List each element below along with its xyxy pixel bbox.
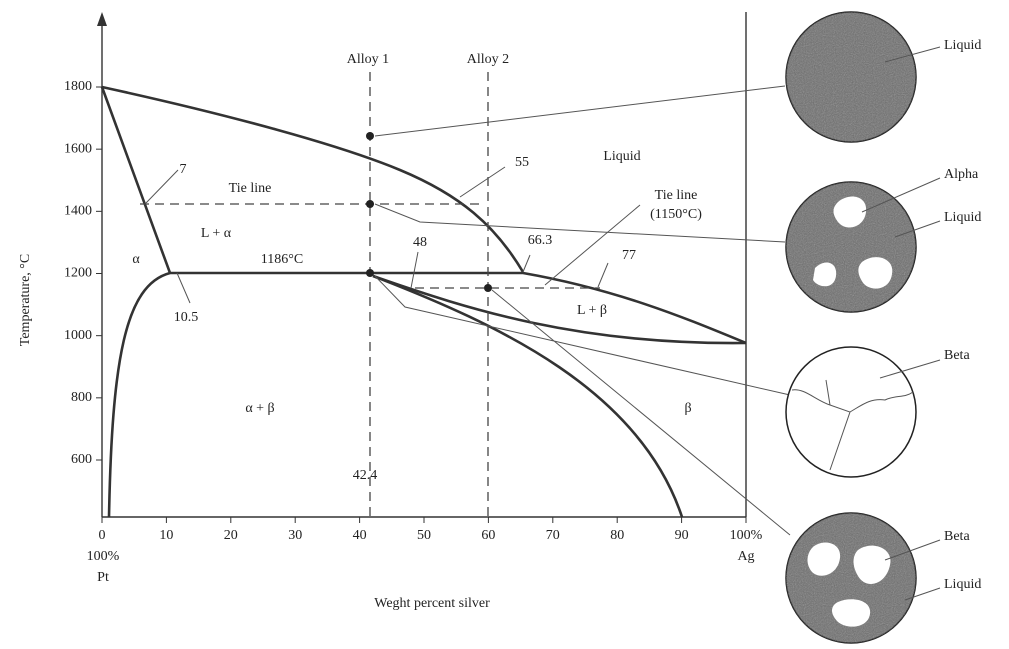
liquidus-beta (370, 273, 746, 343)
micrograph-label: Alpha (944, 167, 979, 182)
annotation: Tie line (655, 188, 698, 203)
y-tick-label: 1200 (64, 266, 92, 281)
x-tick-label: 20 (224, 528, 238, 543)
x-tick-label: 80 (610, 528, 624, 543)
micrograph-label: Beta (944, 348, 970, 363)
liquidus (102, 87, 523, 272)
axis-arrow (97, 12, 107, 26)
annotation: 66.3 (528, 233, 553, 248)
y-tick-label: 600 (71, 452, 92, 467)
x-tick-label: 100% (730, 528, 763, 543)
x-tick-label: 0 (99, 528, 106, 543)
x-tick-label: 70 (546, 528, 560, 543)
end-label: Ag (737, 549, 754, 564)
y-tick-label: 1800 (64, 79, 92, 94)
solidus-alpha (102, 87, 370, 273)
annotation: α + β (245, 401, 274, 416)
micrograph (786, 347, 916, 477)
solvus-alpha (109, 273, 170, 517)
annotation: 55 (515, 155, 529, 170)
texture (786, 12, 916, 142)
solvus-beta (373, 276, 682, 517)
y-tick-label: 1000 (64, 328, 92, 343)
x-tick-label: 30 (288, 528, 302, 543)
annotation: 77 (622, 248, 636, 263)
phase-diagram: 0 10 20 30 40 50 60 70 80 90 100% 600 800 1000 1200 140… (0, 0, 1009, 644)
annotation: β (684, 401, 691, 416)
point (484, 284, 492, 292)
annotation: 1186°C (261, 252, 303, 267)
y-label: Temperature, °C (18, 254, 33, 346)
x-tick-label: 90 (675, 528, 689, 543)
y-tick-label: 1600 (64, 141, 92, 156)
micrograph-label: Beta (944, 529, 970, 544)
y-tick-label: 800 (71, 390, 92, 405)
annotation: (1150°C) (650, 207, 702, 222)
end-label: Pt (97, 570, 109, 585)
x-label: Weght percent silver (374, 596, 490, 611)
x-tick-label: 50 (417, 528, 431, 543)
annotation: Tie line (229, 181, 272, 196)
micrograph-label: Liquid (944, 210, 981, 225)
point (366, 269, 374, 277)
annotation: Alloy 2 (467, 52, 509, 67)
end-label: 100% (87, 549, 120, 564)
y-tick-label: 1400 (64, 204, 92, 219)
annotation: α (132, 252, 140, 267)
x-tick-label: 10 (159, 528, 173, 543)
micrograph-label: Liquid (944, 38, 981, 53)
annotation: L + α (201, 226, 232, 241)
point (366, 132, 374, 140)
solidus-beta (373, 276, 746, 343)
micrograph-label: Liquid (944, 577, 981, 592)
x-tick-label: 40 (353, 528, 367, 543)
annotation: 42.4 (353, 468, 378, 483)
annotation: 10.5 (174, 310, 199, 325)
annotation: 7 (180, 162, 187, 177)
annotation: Liquid (603, 149, 640, 164)
annotation: L + β (577, 303, 607, 318)
annotation: 48 (413, 235, 427, 250)
x-tick-label: 60 (481, 528, 495, 543)
point (366, 200, 374, 208)
annotation: Alloy 1 (347, 52, 389, 67)
